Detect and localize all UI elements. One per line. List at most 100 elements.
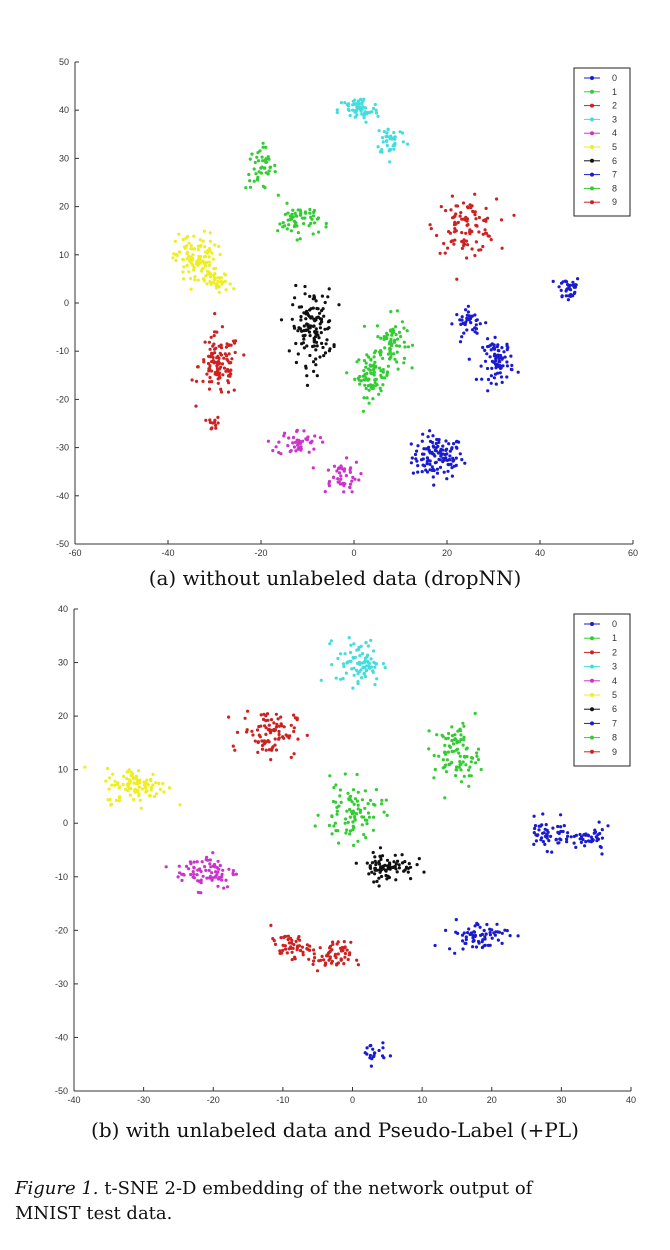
data-point: [452, 242, 456, 246]
data-point: [212, 334, 216, 338]
data-point: [199, 255, 203, 259]
data-point: [409, 461, 413, 465]
data-point: [348, 470, 352, 474]
data-point: [348, 113, 352, 118]
legend-marker: [590, 103, 594, 108]
data-point: [191, 870, 195, 874]
data-point: [343, 772, 347, 776]
data-point: [545, 849, 549, 854]
data-point: [208, 249, 212, 253]
series-9: [269, 923, 316, 962]
data-point: [203, 865, 207, 869]
data-point: [316, 216, 321, 220]
data-point: [293, 211, 297, 215]
data-point: [362, 833, 366, 837]
data-point: [584, 832, 588, 836]
data-point: [342, 490, 346, 494]
data-point: [196, 263, 200, 267]
data-point: [308, 334, 312, 338]
data-point: [453, 951, 457, 955]
legend-marker: [590, 721, 594, 726]
data-point: [451, 216, 455, 220]
data-point: [485, 366, 490, 371]
data-point: [302, 429, 306, 433]
data-point: [272, 721, 276, 725]
data-point: [251, 733, 255, 737]
data-point: [403, 345, 407, 349]
data-point: [397, 863, 401, 867]
data-point: [348, 485, 352, 490]
data-point: [230, 357, 234, 361]
data-point: [421, 432, 425, 436]
data-point: [185, 257, 189, 261]
data-point: [377, 129, 381, 133]
data-point: [462, 774, 466, 778]
data-point: [492, 931, 496, 935]
data-point: [382, 337, 386, 341]
data-point: [311, 232, 315, 236]
data-point: [348, 832, 352, 836]
scatter-points: [171, 97, 580, 494]
data-point: [478, 322, 482, 326]
data-point: [292, 752, 296, 756]
data-point: [323, 351, 328, 355]
data-point: [393, 864, 397, 869]
data-point: [434, 441, 438, 446]
data-point: [381, 662, 385, 666]
data-point: [448, 454, 452, 458]
data-point: [265, 712, 270, 716]
data-point: [332, 824, 336, 828]
data-point: [207, 246, 212, 251]
data-point: [308, 207, 312, 212]
data-point: [450, 322, 454, 326]
data-point: [402, 869, 406, 873]
data-point: [274, 712, 278, 716]
legend: 0 1 2 3 4 5 6 7 8 9: [573, 67, 631, 217]
data-point: [365, 112, 369, 116]
data-point: [462, 724, 466, 728]
data-point: [339, 101, 343, 105]
data-point: [473, 192, 477, 196]
x-tick-label: 30: [556, 1095, 566, 1105]
data-point: [466, 310, 470, 314]
data-point: [219, 343, 223, 347]
data-point: [149, 777, 153, 782]
data-point: [392, 135, 396, 140]
data-point: [207, 868, 211, 873]
data-point: [366, 802, 370, 806]
data-point: [356, 963, 360, 967]
data-point: [373, 859, 377, 863]
data-point: [388, 137, 392, 141]
data-point: [315, 344, 319, 348]
data-point: [472, 930, 476, 934]
data-point: [110, 802, 114, 807]
data-point: [395, 360, 399, 364]
data-point: [374, 661, 378, 666]
data-point: [449, 208, 453, 212]
figure-caption-label: Figure 1.: [15, 1178, 99, 1199]
data-point: [493, 335, 497, 339]
data-point: [196, 278, 200, 282]
data-point: [497, 359, 501, 363]
data-point: [286, 218, 290, 222]
data-point: [438, 465, 443, 469]
x-tick-label: 0: [351, 548, 356, 558]
data-point: [205, 269, 210, 273]
data-point: [361, 99, 365, 103]
data-point: [269, 923, 273, 928]
data-point: [468, 232, 472, 236]
data-point: [356, 839, 360, 843]
data-point: [322, 314, 326, 318]
data-point: [177, 864, 181, 868]
data-point: [316, 813, 320, 817]
data-point: [481, 232, 485, 236]
data-point: [448, 458, 452, 462]
y-tick-label: 20: [59, 202, 69, 212]
data-point: [475, 921, 479, 926]
data-point: [210, 360, 214, 364]
data-point: [360, 652, 365, 656]
data-point: [356, 376, 360, 380]
legend-marker: [590, 693, 594, 697]
data-point: [212, 862, 217, 867]
data-point: [361, 374, 365, 378]
